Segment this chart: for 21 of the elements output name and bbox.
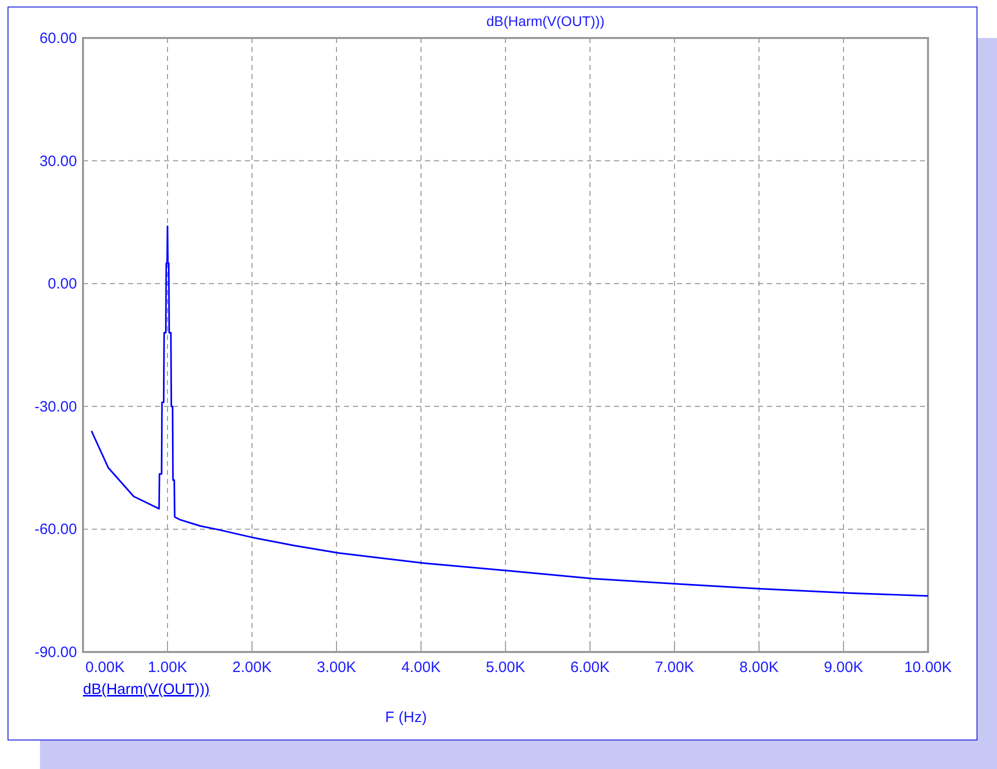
chart-title: dB(Harm(V(OUT))) [486,13,605,29]
x-tick-label: 3.00K [316,659,356,676]
x-tick-label: 5.00K [486,659,526,676]
y-tick-label: -30.00 [34,398,77,416]
x-tick-label: 4.00K [401,659,441,676]
x-tick-label: 6.00K [570,659,610,676]
y-tick-label: 0.00 [48,276,77,293]
x-tick-label: 2.00K [232,659,272,676]
text: dB(Harm(V(OUT))) [83,681,210,698]
x-tick-label: 0.00K [85,659,125,676]
y-tick-label: -60.00 [34,521,77,538]
y-tick-label: 30.00 [39,152,77,170]
y-tick-label: -90.00 [34,644,77,661]
x-tick-label: 9.00K [824,659,864,676]
line-series [90,225,929,597]
y-tick-label: 60.00 [39,30,77,47]
x-tick-label: 1.00K [148,659,188,676]
x-tick-label: 7.00K [654,659,694,676]
x-tick-label: 8.00K [739,659,779,676]
x-tick-label: 10.00K [904,659,952,676]
x-axis-title: F (Hz) [385,709,427,726]
